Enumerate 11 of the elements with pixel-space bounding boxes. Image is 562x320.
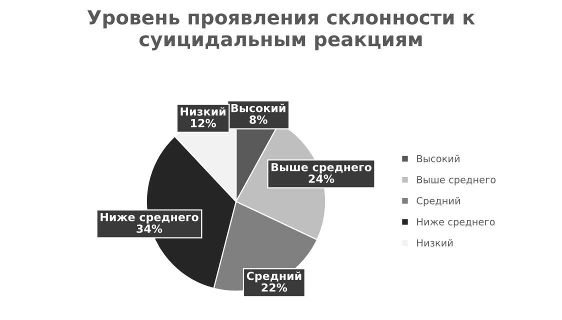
legend-label: Низкий xyxy=(417,239,453,247)
data-label: Ниже среднего 34% xyxy=(100,213,198,233)
legend-label: Ниже среднего xyxy=(417,218,495,228)
data-label: Высокий 8% xyxy=(231,104,286,124)
legend-label: Высокий xyxy=(417,154,460,162)
chart-title: Уровень проявления склонности к суицидальным реакциям xyxy=(87,10,475,50)
data-label: Выше среднего 24% xyxy=(272,163,372,183)
legend-label: Средний xyxy=(416,196,460,206)
legend-label: Выше среднего xyxy=(417,176,496,186)
data-label: Низкий 12% xyxy=(180,107,226,128)
data-label: Средний 22% xyxy=(246,271,302,292)
